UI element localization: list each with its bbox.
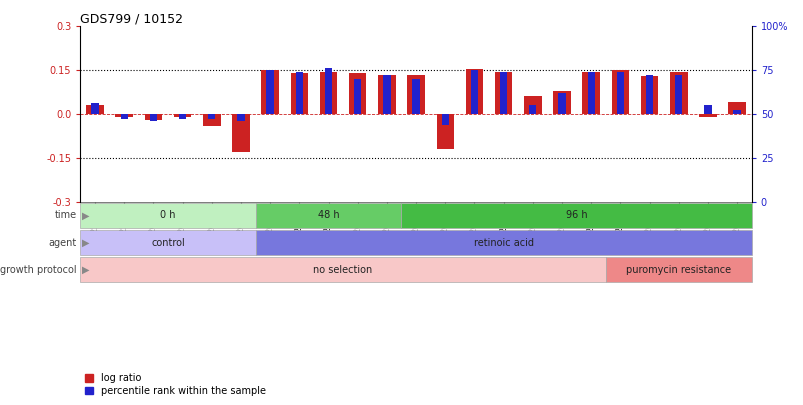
FancyBboxPatch shape (80, 257, 605, 282)
Bar (699, 114, 715, 117)
Bar (587, 72, 594, 114)
Bar (86, 105, 104, 114)
Text: growth protocol: growth protocol (1, 265, 77, 275)
Bar (208, 114, 215, 119)
FancyBboxPatch shape (255, 230, 751, 255)
Bar (92, 103, 99, 114)
Text: time: time (55, 210, 77, 220)
Bar (383, 75, 390, 114)
FancyBboxPatch shape (80, 203, 255, 228)
Bar (320, 72, 336, 114)
Bar (495, 72, 512, 114)
Bar (237, 114, 244, 121)
Bar (645, 75, 652, 114)
Bar (611, 70, 629, 114)
Bar (407, 75, 424, 114)
Text: no selection: no selection (313, 265, 373, 275)
Bar (116, 114, 132, 117)
Bar (324, 68, 332, 114)
Bar (173, 114, 191, 117)
Bar (353, 79, 361, 114)
FancyBboxPatch shape (255, 203, 401, 228)
Bar (377, 75, 395, 114)
Bar (149, 114, 157, 121)
Bar (232, 114, 250, 152)
Bar (552, 91, 570, 114)
Bar (261, 70, 279, 114)
Bar (732, 111, 740, 114)
Bar (675, 75, 682, 114)
FancyBboxPatch shape (605, 257, 751, 282)
Text: 48 h: 48 h (317, 210, 339, 220)
Text: control: control (151, 238, 185, 247)
Bar (528, 105, 536, 114)
Bar (499, 72, 507, 114)
Bar (471, 70, 478, 114)
Text: GDS799 / 10152: GDS799 / 10152 (80, 12, 183, 25)
Text: retinoic acid: retinoic acid (473, 238, 533, 247)
Bar (296, 72, 303, 114)
Bar (349, 73, 366, 114)
Bar (436, 114, 454, 149)
Text: agent: agent (49, 238, 77, 247)
Bar (412, 79, 419, 114)
Text: ▶: ▶ (83, 265, 90, 275)
Bar (145, 114, 162, 120)
Legend: log ratio, percentile rank within the sample: log ratio, percentile rank within the sa… (85, 373, 266, 396)
Text: puromycin resistance: puromycin resistance (626, 265, 731, 275)
Bar (581, 72, 599, 114)
Text: 96 h: 96 h (565, 210, 587, 220)
Text: 0 h: 0 h (160, 210, 176, 220)
FancyBboxPatch shape (80, 230, 255, 255)
Text: ▶: ▶ (83, 210, 90, 220)
Bar (728, 102, 745, 114)
Bar (202, 114, 220, 126)
Bar (557, 93, 565, 114)
Bar (290, 73, 308, 114)
Text: ▶: ▶ (83, 238, 90, 247)
Bar (640, 76, 658, 114)
Bar (120, 114, 128, 119)
Bar (179, 114, 186, 119)
FancyBboxPatch shape (401, 203, 751, 228)
Bar (266, 70, 274, 114)
Bar (524, 96, 541, 114)
Bar (669, 72, 687, 114)
Bar (441, 114, 448, 124)
Bar (465, 69, 483, 114)
Bar (616, 72, 623, 114)
Bar (703, 105, 711, 114)
